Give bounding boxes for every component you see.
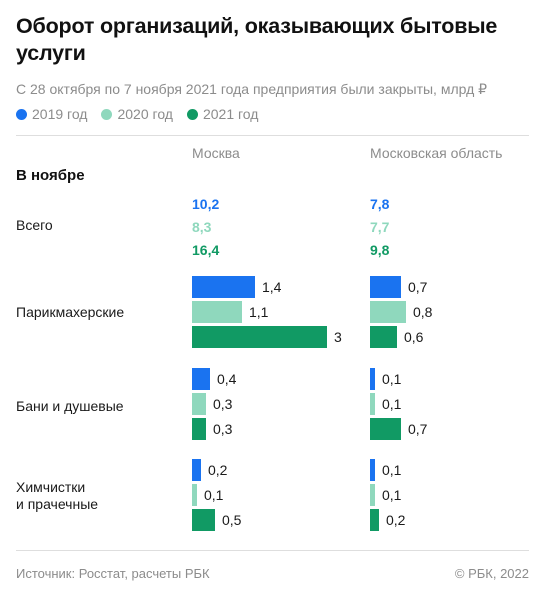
bar-label-region-hairdressers-2020: 0,8 (413, 304, 433, 320)
legend-swatch-2020 (101, 108, 113, 120)
total-moscow-2021: 16,4 (192, 242, 220, 258)
bar-label-region-hairdressers-2019: 0,7 (408, 279, 428, 295)
section-label: В ноябре (16, 167, 85, 184)
bar-label-region-baths-2020: 0,1 (382, 396, 402, 412)
copyright: © РБК, 2022 (454, 566, 529, 581)
bar-region-baths-2020 (370, 393, 375, 415)
bar-region-hairdressers-2021 (370, 326, 397, 348)
bar-label-region-laundry-2020: 0,1 (382, 487, 402, 503)
bar-label-region-laundry-2021: 0,2 (386, 512, 406, 528)
bar-region-laundry-2019 (370, 459, 375, 481)
bar-label-moscow-hairdressers-2020: 1,1 (249, 304, 269, 320)
bar-label-moscow-hairdressers-2021: 3 (334, 329, 342, 345)
chart-subtitle: С 28 октября по 7 ноября 2021 года предп… (16, 81, 488, 97)
bar-label-region-laundry-2019: 0,1 (382, 462, 402, 478)
legend-label-2021: 2021 год (202, 106, 259, 122)
bar-region-baths-2021 (370, 418, 401, 440)
bar-moscow-laundry-2019 (192, 459, 201, 481)
legend-label-2020: 2020 год (117, 106, 173, 122)
bar-region-baths-2019 (370, 368, 375, 390)
bottom-divider (16, 550, 529, 551)
total-moscow-2019: 10,2 (192, 196, 220, 212)
legend-item-2020: 2020 год (101, 106, 173, 122)
bar-label-moscow-laundry-2020: 0,1 (204, 487, 224, 503)
legend-swatch-2019 (16, 108, 27, 120)
bar-moscow-baths-2019 (192, 368, 210, 390)
top-divider (16, 135, 529, 136)
legend-swatch-2021 (186, 108, 198, 120)
total-region-2019: 7,8 (370, 196, 390, 212)
bar-label-region-hairdressers-2021: 0,6 (404, 329, 424, 345)
total-region-2020: 7,7 (370, 219, 390, 235)
row-label-baths: Бани и душевые (16, 398, 124, 414)
bar-label-moscow-baths-2021: 0,3 (213, 421, 233, 437)
legend-item-2021: 2021 год (186, 106, 259, 122)
row-label-laundry: Химчистки и прачечные (16, 479, 99, 512)
bar-label-region-baths-2021: 0,7 (408, 421, 428, 437)
chart-title: Оборот организаций, оказывающих бытовые … (16, 14, 498, 65)
bar-moscow-hairdressers-2021 (192, 326, 327, 348)
legend: 2019 год 2020 год 2021 год (16, 106, 258, 122)
bar-label-moscow-laundry-2019: 0,2 (208, 462, 228, 478)
legend-item-2019: 2019 год (16, 106, 87, 122)
bar-moscow-hairdressers-2020 (192, 301, 242, 323)
bar-region-laundry-2021 (370, 509, 379, 531)
bar-moscow-hairdressers-2019 (192, 276, 255, 298)
bar-region-hairdressers-2019 (370, 276, 401, 298)
row-label-hairdressers: Парикмахерские (16, 304, 125, 320)
bar-region-hairdressers-2020 (370, 301, 406, 323)
legend-label-2019: 2019 год (32, 106, 88, 122)
total-region-2021: 9,8 (370, 242, 390, 258)
total-moscow-2020: 8,3 (192, 219, 212, 235)
column-header-region: Московская область (370, 145, 503, 161)
bar-moscow-laundry-2020 (192, 484, 197, 506)
bar-label-region-baths-2019: 0,1 (382, 371, 402, 387)
bar-label-moscow-laundry-2021: 0,5 (222, 512, 242, 528)
bar-label-moscow-baths-2019: 0,4 (217, 371, 237, 387)
source-note: Источник: Росстат, расчеты РБК (16, 566, 210, 581)
bar-moscow-baths-2020 (192, 393, 206, 415)
bar-moscow-laundry-2021 (192, 509, 215, 531)
bar-label-moscow-hairdressers-2019: 1,4 (262, 279, 282, 295)
row-label-total: Всего (16, 217, 53, 233)
bar-label-moscow-baths-2020: 0,3 (213, 396, 233, 412)
bar-region-laundry-2020 (370, 484, 375, 506)
bar-moscow-baths-2021 (192, 418, 206, 440)
column-header-moscow: Москва (192, 145, 240, 161)
